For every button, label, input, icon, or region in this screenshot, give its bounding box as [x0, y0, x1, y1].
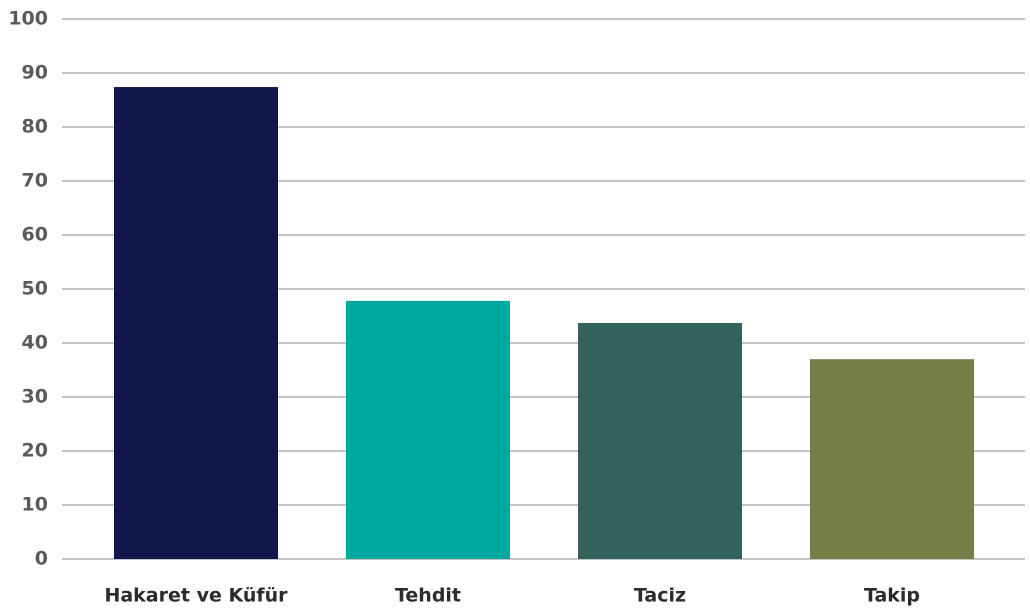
y-tick-label: 30 [22, 386, 48, 408]
y-tick-label: 100 [8, 8, 48, 30]
bar [114, 87, 278, 559]
y-tick-label: 50 [22, 278, 48, 300]
y-tick-label: 20 [22, 440, 48, 462]
x-tick-label: Tehdit [395, 585, 461, 607]
y-tick-label: 0 [35, 548, 48, 570]
y-tick-label: 70 [22, 170, 48, 192]
y-tick-label: 90 [22, 62, 48, 84]
y-tick-label: 80 [22, 116, 48, 138]
y-tick-label: 60 [22, 224, 48, 246]
y-tick-label: 10 [22, 494, 48, 516]
x-tick-label: Takip [864, 585, 920, 607]
x-tick-label: Hakaret ve Küfür [104, 585, 288, 607]
x-tick-label: Taciz [634, 585, 686, 607]
bar [346, 300, 510, 559]
y-tick-label: 40 [22, 332, 48, 354]
bar [810, 359, 974, 559]
bar [578, 323, 742, 559]
